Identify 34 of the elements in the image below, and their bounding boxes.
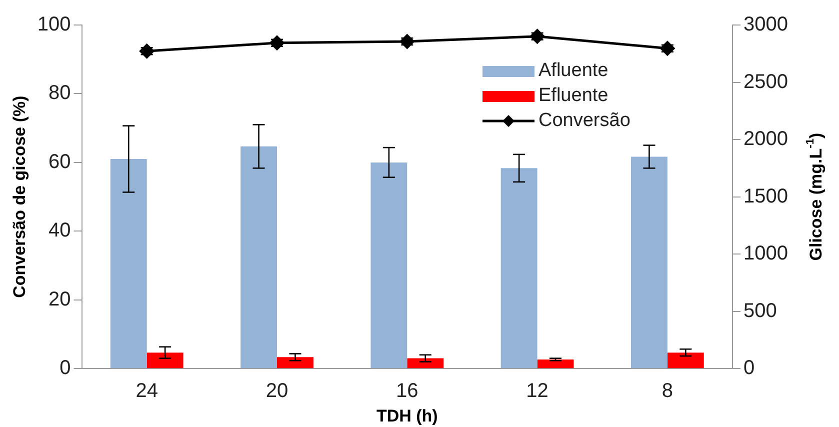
y2-tick-label: 2500 <box>744 70 788 93</box>
y2-tick-label: 2000 <box>744 128 788 150</box>
y2-tick-label: 1000 <box>744 242 788 265</box>
y-tick-label: 100 <box>37 14 71 36</box>
legend-label: Efluente <box>538 85 608 106</box>
bar <box>667 352 704 368</box>
y-tick-label: 0 <box>60 357 71 380</box>
y2-tick-label: 500 <box>744 300 777 322</box>
x-tick-label: 16 <box>396 380 418 402</box>
x-tick-label: 12 <box>526 380 548 402</box>
x-tick-label: 20 <box>266 380 288 402</box>
bar <box>407 358 444 368</box>
y-axis-title: Conversão de gicose (%) <box>10 96 29 298</box>
bar <box>370 162 408 368</box>
legend-label: Conversão <box>538 110 630 132</box>
y2-tick-label: 0 <box>744 357 755 380</box>
y2-tick-label: 1500 <box>744 185 788 208</box>
y-tick-label: 80 <box>48 82 71 104</box>
legend-label: Afluente <box>538 60 608 82</box>
x-tick-label: 24 <box>136 380 158 402</box>
y2-axis-title: Glicose (mg.L-1) <box>804 132 826 261</box>
y-tick-label: 60 <box>48 150 71 173</box>
y-tick-label: 40 <box>48 220 71 242</box>
x-tick-label: 8 <box>662 380 673 402</box>
bar <box>630 156 668 368</box>
y2-tick-label: 3000 <box>744 14 788 36</box>
bar <box>537 359 574 368</box>
bar <box>276 357 314 368</box>
y-tick-label: 20 <box>48 288 71 310</box>
bar <box>146 352 184 368</box>
bar <box>110 159 147 368</box>
bar <box>500 168 538 368</box>
bar <box>240 146 277 368</box>
x-axis-title: TDH (h) <box>376 406 438 426</box>
